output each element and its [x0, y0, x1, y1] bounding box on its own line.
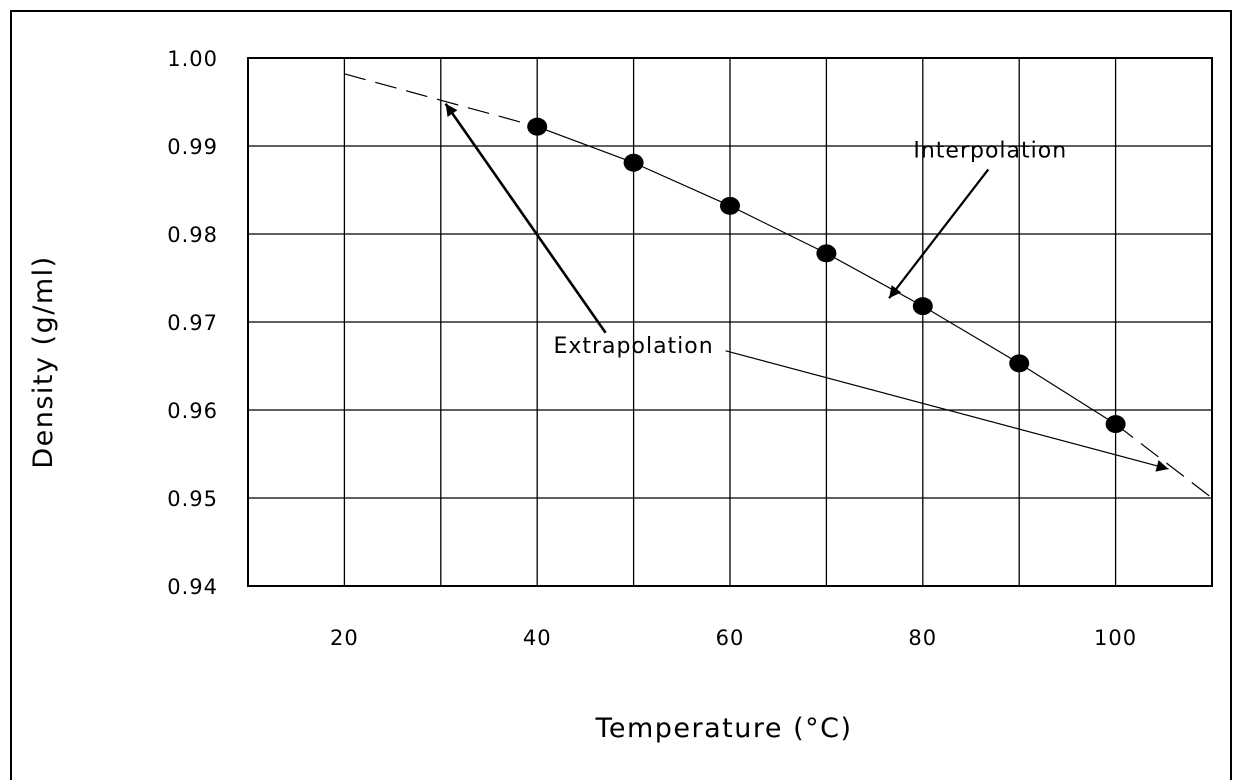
data-point — [720, 196, 740, 215]
y-tick-label: 0.99 — [167, 135, 218, 159]
x-tick-label: 40 — [523, 626, 552, 650]
y-tick-label: 0.96 — [167, 399, 218, 423]
plot-area-border — [247, 57, 1213, 587]
annotation-interpolation-arrow — [888, 168, 990, 299]
y-tick-label: 0.95 — [167, 487, 218, 511]
annotation-extrapolation-arrow-left — [444, 103, 607, 334]
x-tick-label: 20 — [330, 626, 359, 650]
x-tick-label: 100 — [1094, 626, 1137, 650]
y-tick-label: 1.00 — [167, 47, 218, 71]
x-axis-label: Temperature (°C) — [594, 713, 852, 744]
annotation-interpolation-label: Interpolation — [913, 138, 1067, 163]
extrapolation-curve-left — [344, 73, 538, 128]
data-point — [816, 244, 837, 263]
figure-frame — [10, 10, 1232, 780]
y-axis-label: Density (g/ml) — [28, 255, 59, 468]
y-tick-label: 0.97 — [167, 311, 218, 335]
x-tick-label: 80 — [908, 626, 937, 650]
data-points — [527, 117, 1126, 434]
data-point — [527, 117, 548, 136]
extrapolation-curve-right — [1115, 423, 1213, 499]
grid — [248, 58, 1212, 586]
x-tick-label: 60 — [716, 626, 745, 650]
tick-labels: 20 40 60 80 100 0.94 0.95 0.96 0.97 0.98 0.99 1.00 — [167, 47, 1137, 650]
y-tick-label: 0.94 — [167, 575, 218, 599]
annotation-extrapolation-arrow-right — [725, 350, 1169, 472]
curves — [344, 73, 1213, 499]
data-point — [623, 153, 644, 172]
data-point — [1105, 415, 1126, 434]
annotations: Interpolation Extrapolation — [444, 103, 1169, 472]
annotation-extrapolation-label: Extrapolation — [553, 334, 713, 359]
data-point — [1009, 354, 1030, 373]
y-tick-label: 0.98 — [167, 223, 218, 247]
data-point — [912, 297, 933, 316]
